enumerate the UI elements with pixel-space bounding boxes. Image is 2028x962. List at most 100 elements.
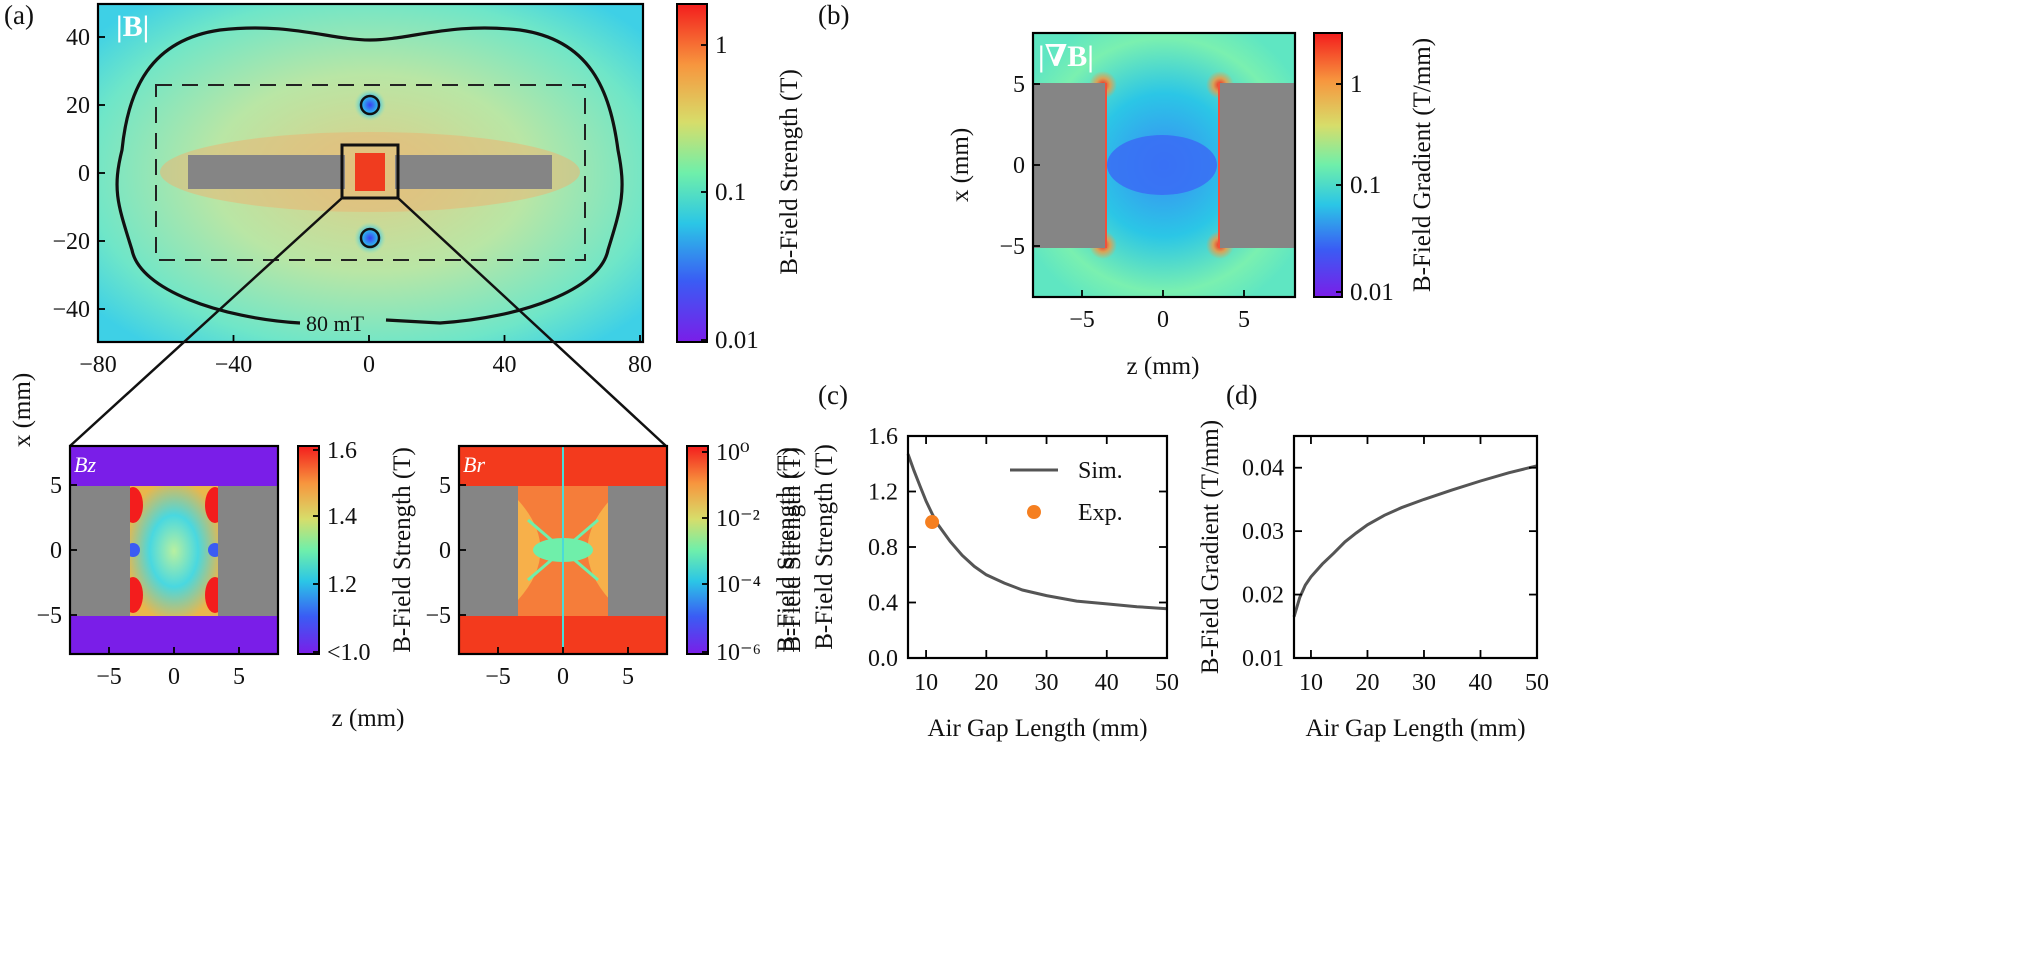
zoom-line-left [69, 197, 343, 447]
y-tick-label: 0.03 [1242, 519, 1284, 545]
y-tick-label: 20 [66, 93, 90, 119]
x-tick-label: 40 [493, 352, 517, 378]
panel-br-heatmap: Br [457, 444, 669, 656]
panel-a-y-ticks: 40 20 0 −20 −40 [52, 25, 105, 323]
x-tick-label: 0 [168, 664, 180, 690]
colorbar-tick-label: 0.1 [715, 179, 746, 206]
panel-b-inset-label: |∇B| [1038, 40, 1094, 73]
colorbar-tick-label: 0.1 [1350, 172, 1381, 199]
y-tick-label: 0 [50, 538, 62, 564]
panel-bz-colorbar-label: B-Field Strength (T) [389, 447, 416, 653]
panel-bz-colorbar [297, 445, 320, 655]
colorbar-tick-label: 0.01 [715, 327, 759, 354]
colorbar-tick-label: 1 [715, 32, 728, 59]
y-tick-label: 0.4 [868, 591, 898, 617]
panel-br-colorbar [686, 445, 709, 655]
x-tick-label: 10 [914, 670, 938, 696]
panel-b-heatmap: |∇B| [1031, 31, 1297, 299]
panel-br-colorbar-ticks: 10⁰ 10⁻² 10⁻⁴ 10⁻⁶ [702, 440, 761, 666]
colorbar-tick-label: 0.01 [1350, 279, 1394, 306]
panel-b-colorbar-ticks: 1 0.1 0.01 [1336, 71, 1394, 306]
x-tick-label: 30 [1412, 670, 1436, 696]
y-tick-label: 1.2 [868, 480, 898, 506]
x-tick-label: 5 [622, 664, 634, 690]
panel-a-x-ticks: −80 −40 0 40 80 [79, 335, 652, 378]
panel-c-ylabel-ghost: B-Field Strength (T) [779, 447, 806, 653]
y-tick-label: 1.6 [868, 424, 898, 450]
y-axis-label: B-Field Strength (T) [811, 444, 838, 650]
y-tick-label: 0.04 [1242, 456, 1284, 482]
y-tick-label: 5 [439, 473, 451, 499]
x-tick-label: 50 [1525, 670, 1549, 696]
panel-b-letter: (b) [818, 0, 849, 30]
magnet-right [395, 155, 552, 189]
x-tick-label: 0 [557, 664, 569, 690]
panel-bz-heatmap: Bz [68, 444, 280, 656]
x-tick-label: 40 [1468, 670, 1492, 696]
panel-br-colorbar-label: B-Field Strength (T) [773, 447, 800, 653]
colorbar-tick-label: <1.0 [327, 640, 371, 666]
y-tick-label: 0.8 [868, 535, 898, 561]
y-tick-label: 0 [439, 538, 451, 564]
y-tick-label: −40 [52, 297, 90, 323]
legend-swatch [1027, 505, 1041, 519]
y-tick-label: 0.01 [1242, 646, 1284, 672]
panel-b-colorbar [1313, 32, 1343, 298]
panel-b-xlabel: z (mm) [1127, 353, 1200, 380]
x-axis-label: Air Gap Length (mm) [1305, 715, 1525, 742]
y-tick-label: 0 [1013, 153, 1025, 179]
panel-a-heatmap: |B| 80 mT [96, 2, 645, 344]
panel-d-letter: (d) [1226, 380, 1257, 410]
colorbar-tick-label: 1.4 [327, 504, 357, 530]
panel-bz-inset-label: Bz [74, 452, 96, 477]
x-tick-label: −5 [96, 664, 122, 690]
y-tick-label: 5 [1013, 72, 1025, 98]
panel-bz-colorbar-ticks: 1.6 1.4 1.2 <1.0 [313, 438, 371, 666]
contour-80mT [115, 26, 624, 325]
colorbar-tick-label: 10⁻² [716, 506, 760, 532]
y-tick-label: 0 [78, 161, 90, 187]
x-tick-label: 30 [1035, 670, 1059, 696]
legend-label: Sim. [1078, 458, 1123, 484]
y-tick-label: −20 [52, 229, 90, 255]
magnet-left [188, 155, 345, 189]
legend: Sim. Exp. [1010, 458, 1123, 526]
colorbar-tick-label: 10⁻⁴ [716, 572, 761, 598]
panel-a-colorbar-ticks: 1 0.1 0.01 [701, 32, 759, 354]
panel-bz-y-ticks: 5 0 −5 [36, 473, 77, 629]
x-tick-label: 10 [1299, 670, 1323, 696]
x-tick-label: 80 [628, 352, 652, 378]
series-line-gradient [1292, 464, 1538, 618]
panel-bz-x-ticks: −5 0 5 [96, 647, 245, 690]
plot-frame [1292, 434, 1539, 660]
zoom-xlabel: z (mm) [332, 705, 405, 732]
zoom-line-right [397, 197, 667, 447]
panel-c-letter: (c) [818, 380, 848, 410]
colorbar-tick-label: 1.6 [327, 438, 357, 464]
x-tick-label: −80 [79, 352, 117, 378]
panel-a-letter: (a) [4, 0, 34, 30]
panel-br-x-ticks: −5 0 5 [485, 647, 634, 690]
series-marker-exp [925, 515, 940, 530]
colorbar-tick-label: 10⁻⁶ [716, 640, 761, 666]
air-gap-field [355, 153, 385, 191]
panel-a-ylabel: x (mm) [9, 373, 36, 447]
x-tick-label: 5 [233, 664, 245, 690]
x-tick-label: −40 [215, 352, 253, 378]
legend-label: Exp. [1078, 500, 1123, 526]
y-tick-label: 40 [66, 25, 90, 51]
panel-br-inset-label: Br [463, 452, 485, 477]
colorbar-tick-label: 1 [1350, 71, 1363, 98]
chart-d: 10 20 30 40 50 0.01 0.02 0.03 0.04 Air Gap Length… [1197, 420, 1549, 742]
x-tick-label: 0 [363, 352, 375, 378]
field-region-box [155, 84, 586, 261]
x-tick-label: 0 [1157, 307, 1169, 333]
y-tick-label: −5 [36, 603, 62, 629]
panel-br-y-ticks: 5 0 −5 [425, 473, 466, 629]
contour-label: 80 mT [306, 311, 365, 336]
x-tick-label: −5 [485, 664, 511, 690]
panel-b-colorbar-label: B-Field Gradient (T/mm) [1409, 38, 1436, 292]
panel-a-colorbar-label: B-Field Strength (T) [776, 69, 803, 275]
series-line-sim [906, 453, 1168, 611]
